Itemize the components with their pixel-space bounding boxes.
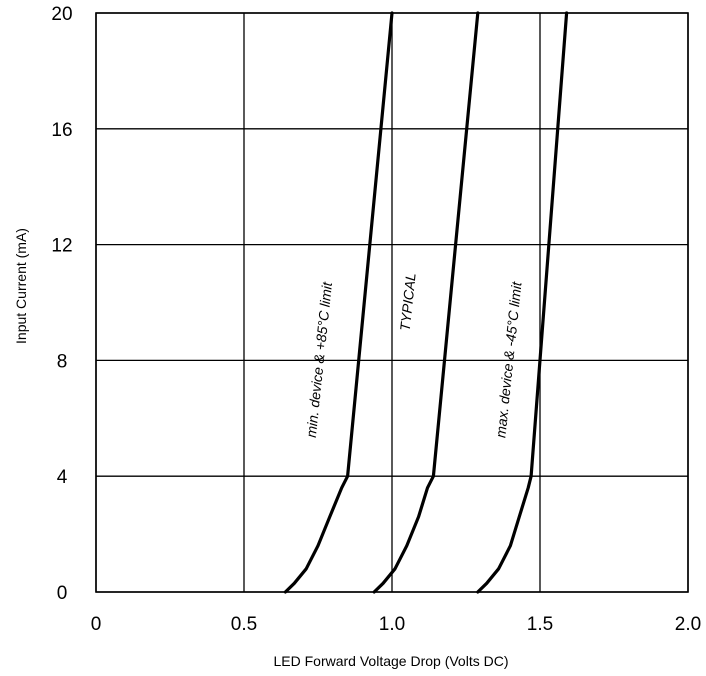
tick-label-layer: 0 0.5 1.0 1.5 2.0 0 4 8 12 16 20 xyxy=(51,4,701,635)
x-tick-label: 1.0 xyxy=(379,614,405,635)
y-tick-label: 0 xyxy=(57,583,68,604)
curve-annotation-0: min. device & +85°C limit xyxy=(303,280,335,438)
curve-annotation-1: TYPICAL xyxy=(397,272,419,332)
series-line-1 xyxy=(374,13,478,592)
y-tick-label: 4 xyxy=(57,467,68,488)
x-tick-label: 0.5 xyxy=(231,614,257,635)
y-tick-label: 12 xyxy=(51,236,72,257)
grid-layer xyxy=(96,13,688,592)
x-tick-label: 0 xyxy=(91,614,102,635)
y-tick-label: 8 xyxy=(57,351,68,372)
y-axis-title: Input Current (mA) xyxy=(13,228,29,344)
y-tick-label: 16 xyxy=(51,120,72,141)
y-tick-label: 20 xyxy=(51,4,72,25)
axis-title-layer: LED Forward Voltage Drop (Volts DC) Inpu… xyxy=(13,228,508,669)
curve-annotation-2: max. device & -45°C limit xyxy=(492,280,524,438)
annotation-layer: min. device & +85°C limit TYPICAL max. dev… xyxy=(303,272,525,438)
series-line-0 xyxy=(285,13,392,592)
x-tick-label: 2.0 xyxy=(675,614,701,635)
x-tick-label: 1.5 xyxy=(527,614,553,635)
x-axis-title: LED Forward Voltage Drop (Volts DC) xyxy=(274,653,509,669)
